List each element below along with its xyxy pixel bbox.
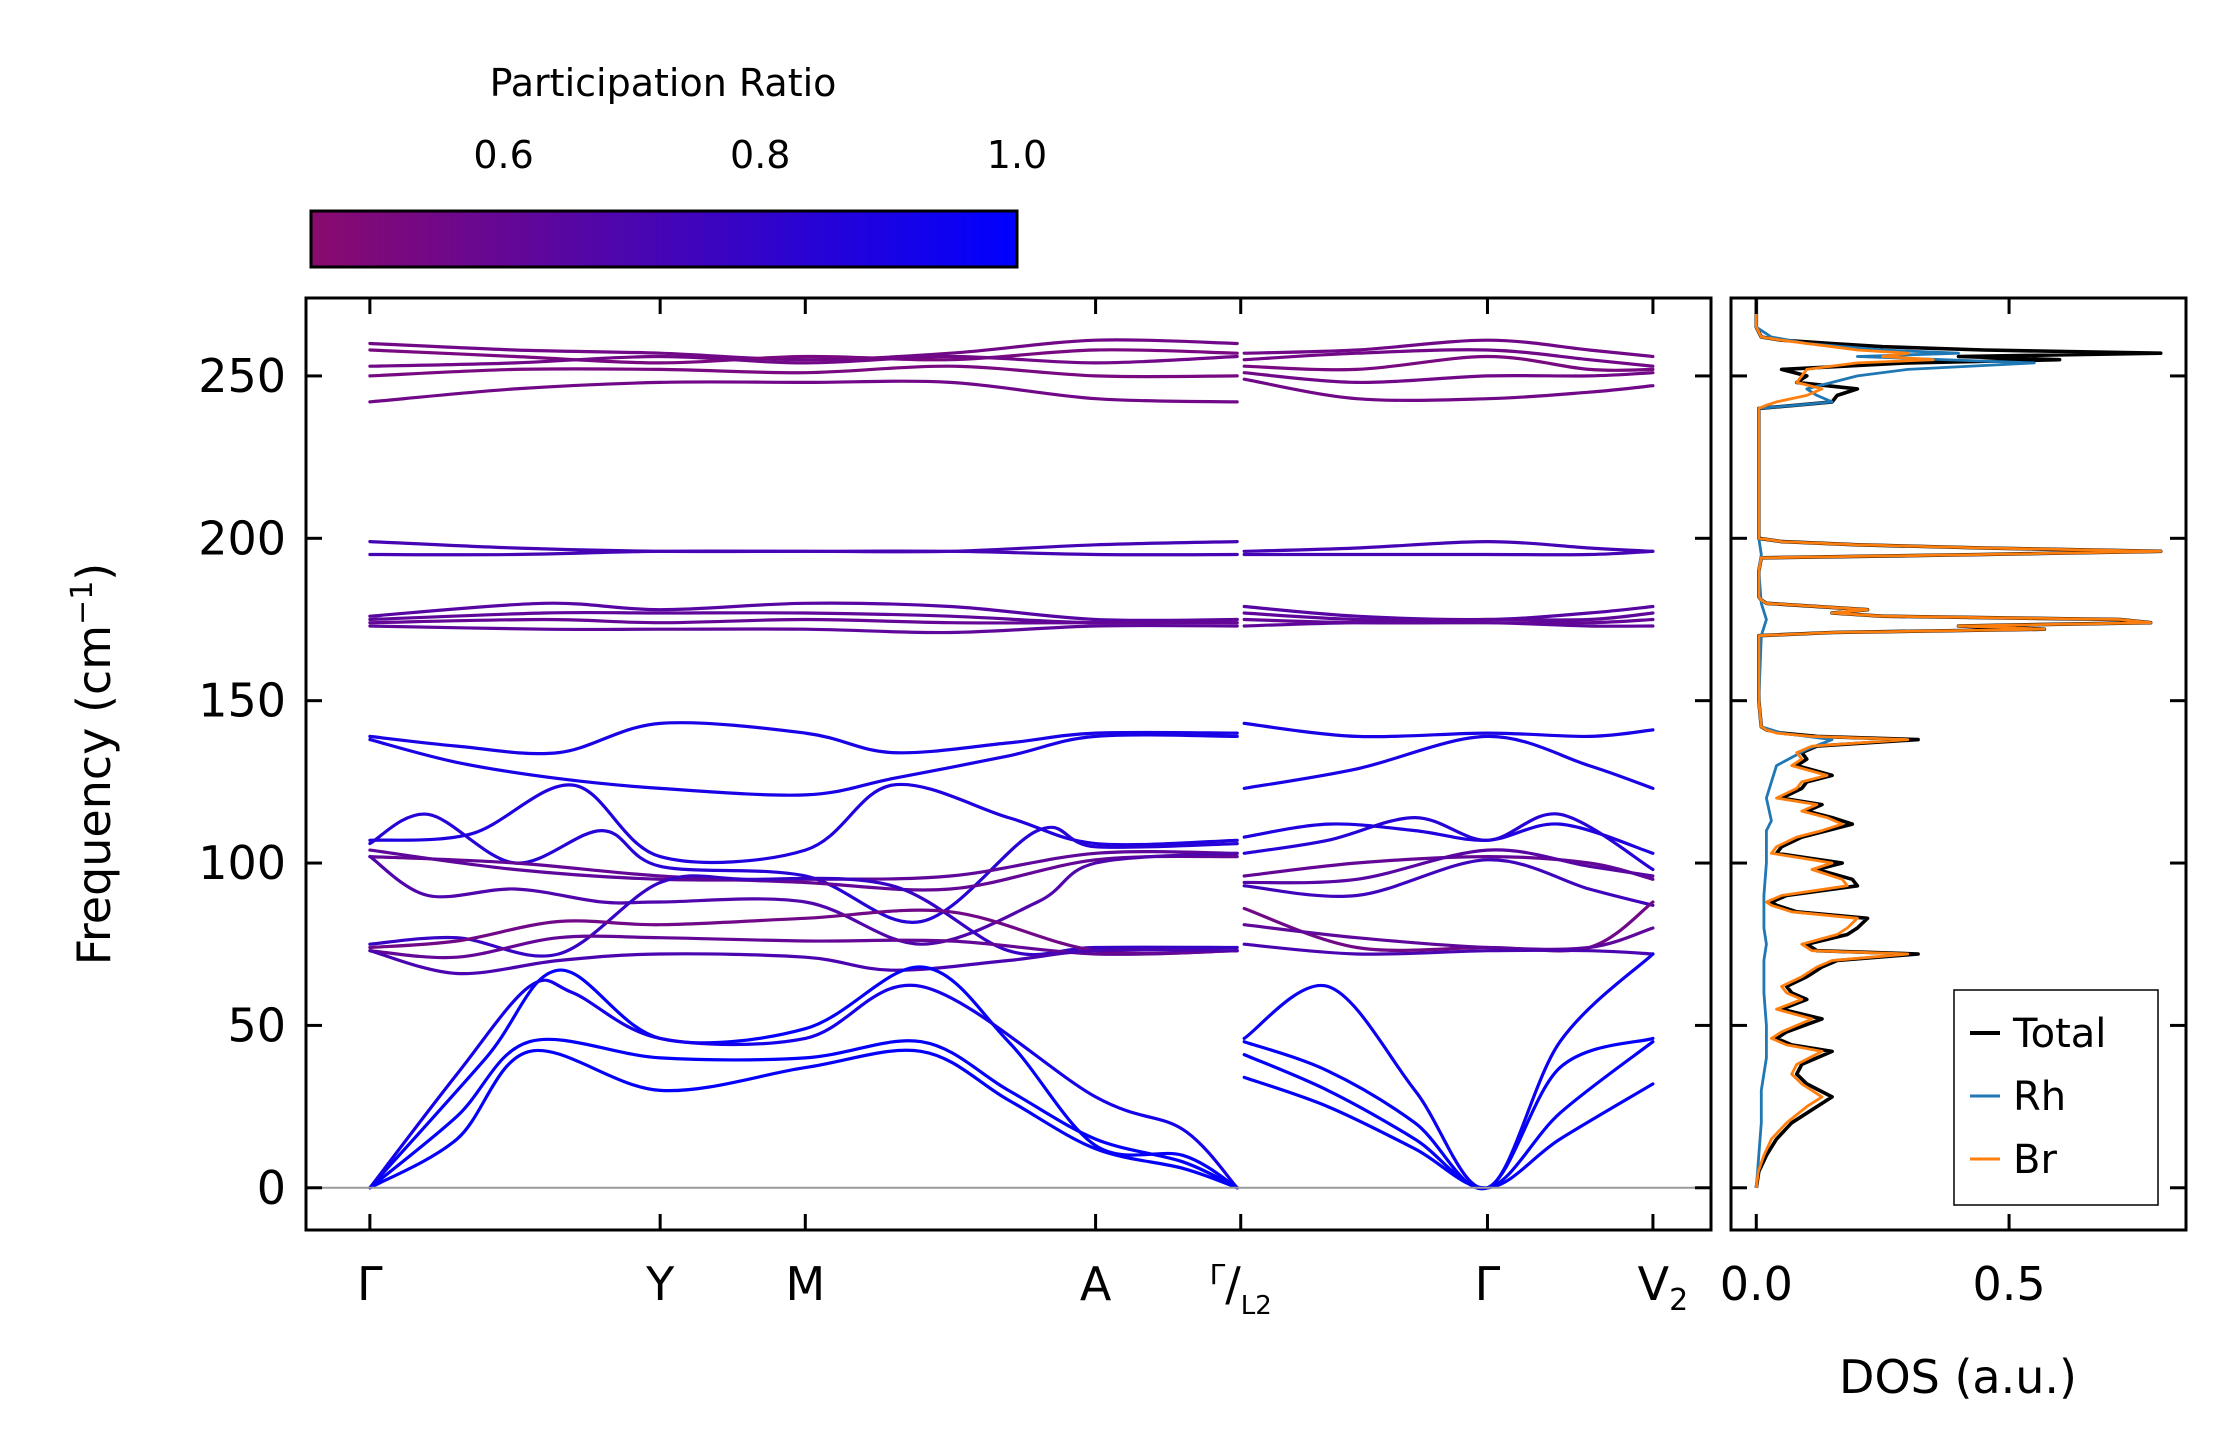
- y-tick-label: 100: [198, 836, 286, 890]
- dos-axes: 0.0 0.5: [1720, 298, 2186, 1311]
- dos-x-tick-label: 0.5: [1972, 1257, 2045, 1311]
- phonon-branch: [368, 617, 1239, 625]
- y-tick-label: 0: [257, 1161, 286, 1215]
- phonon-branch: [368, 601, 1239, 623]
- phonon-branch: [1242, 1040, 1655, 1190]
- phonon-branch: [368, 874, 1239, 958]
- phonon-branch: [368, 721, 1239, 756]
- phonon-branch: [368, 549, 1239, 557]
- x-tick-label: Γ/L2: [1210, 1257, 1272, 1321]
- dispersion-axes: 0 50 100 150 200 250 Γ Y M A Γ/L2 Γ V2: [198, 298, 1711, 1321]
- legend: Total Rh Br: [1953, 989, 2159, 1206]
- phonon-branch: [1242, 611, 1655, 622]
- phonon-branch: [1242, 848, 1655, 885]
- phonon-branch: [368, 978, 1239, 1190]
- colorbar-tick-label: 0.8: [730, 133, 790, 177]
- colorbar: Participation Ratio 0.6 0.8 1.0: [309, 61, 1047, 269]
- colorbar-label: Participation Ratio: [490, 61, 837, 105]
- x-tick-label: A: [1080, 1257, 1112, 1311]
- phonon-branch: [368, 338, 1239, 362]
- x-tick-label: Y: [645, 1257, 675, 1311]
- colorbar-tick-label: 0.6: [473, 133, 533, 177]
- phonon-branch: [1242, 377, 1655, 402]
- phonon-branch: [1242, 338, 1655, 359]
- legend-items: Total Rh Br: [1970, 1011, 2106, 1183]
- phonon-branch: [368, 812, 1239, 924]
- phonon-branch: [368, 934, 1239, 960]
- phonon-branch: [368, 854, 1239, 892]
- dos-panel: 0.0 0.5 DOS (a.u.) Total Rh Br: [1720, 296, 2188, 1404]
- colorbar-ticks: 0.6 0.8 1.0: [473, 133, 1047, 267]
- dos-series: [1754, 298, 2163, 1189]
- phonon-branch: [1242, 900, 1655, 953]
- phonon-branch: [1242, 734, 1655, 790]
- phonon-branch: [1242, 855, 1655, 881]
- phonon-branch: [368, 348, 1239, 365]
- phonon-branch: [1242, 923, 1655, 951]
- phonon-branch: [1242, 549, 1655, 557]
- dispersion-frame: [304, 296, 1713, 1232]
- dispersion-panel: 0 50 100 150 200 250 Γ Y M A Γ/L2 Γ V2 Frequency (cm…: [65, 296, 1713, 1321]
- dos-x-tick-label: 0.0: [1720, 1257, 1793, 1311]
- y-axis-title: Frequency (cm−1): [65, 563, 121, 966]
- phonon-branch: [1242, 620, 1655, 628]
- colorbar-tick-label: 1.0: [987, 133, 1047, 177]
- legend-label-br: Br: [2013, 1137, 2057, 1183]
- phonon-branch: [1242, 348, 1655, 368]
- phonon-branch: [1242, 354, 1655, 372]
- phonon-branch: [368, 1048, 1239, 1190]
- phonon-branch: [1242, 952, 1655, 1190]
- y-tick-label: 250: [198, 349, 286, 403]
- phonon-branch: [368, 1037, 1239, 1190]
- y-tick-label: 200: [198, 511, 286, 565]
- phonon-branch: [1242, 371, 1655, 385]
- x-tick-label: Γ: [1475, 1257, 1501, 1311]
- legend-label-total: Total: [2012, 1011, 2106, 1057]
- phonon-branch: [368, 948, 1239, 976]
- x-tick-label: Γ: [357, 1257, 383, 1311]
- phonon-branch: [1242, 858, 1655, 907]
- dispersion-series: [368, 338, 1655, 1191]
- phonon-branch: [368, 623, 1239, 635]
- phonon-branch: [368, 364, 1239, 379]
- x-tick-label: M: [785, 1257, 825, 1311]
- colorbar-bar: [309, 209, 1019, 269]
- phonon-branch: [368, 354, 1239, 368]
- phonon-branch: [1242, 942, 1655, 956]
- phonon-branch: [368, 379, 1239, 404]
- phonon-branch: [1242, 540, 1655, 553]
- phonon-branch: [368, 782, 1239, 865]
- phonon-branch: [368, 733, 1239, 797]
- y-tick-label: 150: [198, 674, 286, 728]
- phonon-branch: [1242, 822, 1655, 855]
- x-tick-label: V2: [1638, 1257, 1689, 1318]
- y-tick-label: 50: [227, 998, 286, 1052]
- dos-frame: [1729, 296, 2188, 1232]
- phonon-branch: [368, 908, 1239, 956]
- phonon-branch: [368, 851, 1239, 946]
- dos-x-axis-title: DOS (a.u.): [1839, 1350, 2077, 1404]
- dos-line-br: [1754, 298, 2163, 1188]
- legend-label-rh: Rh: [2013, 1074, 2066, 1120]
- phonon-branch: [1242, 1075, 1655, 1190]
- phonon-branch: [1242, 721, 1655, 739]
- phonon-branch: [1242, 812, 1655, 872]
